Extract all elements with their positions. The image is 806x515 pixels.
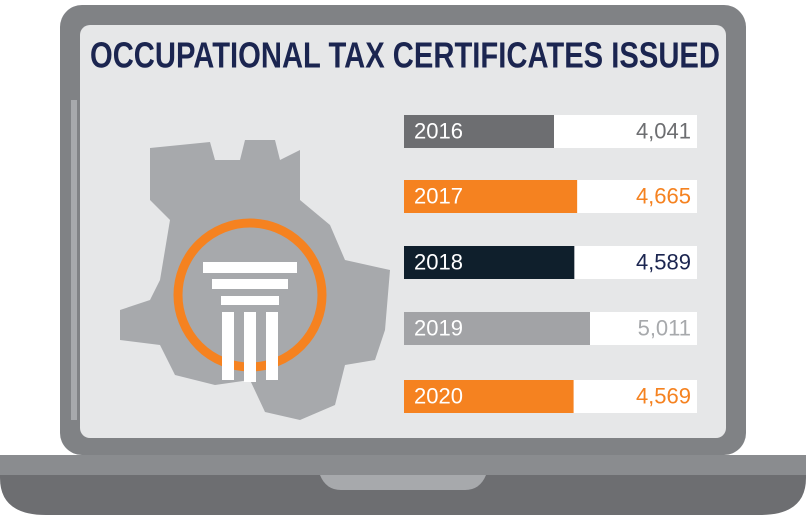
base-notch	[320, 475, 486, 490]
bar	[404, 115, 554, 148]
bar	[404, 180, 578, 213]
value-label: 4,589	[636, 249, 691, 274]
bar	[404, 312, 590, 345]
column-shaft	[244, 312, 256, 382]
county-map	[120, 140, 390, 420]
base-top	[0, 455, 806, 475]
category-label: 2019	[414, 315, 463, 340]
bar	[404, 246, 575, 279]
bar	[404, 380, 574, 413]
category-label: 2016	[414, 118, 463, 143]
value-label: 5,011	[638, 315, 691, 340]
value-label: 4,569	[636, 383, 691, 408]
value-label: 4,665	[636, 183, 691, 208]
category-label: 2017	[414, 183, 463, 208]
column-cap	[212, 279, 288, 289]
value-label: 4,041	[636, 118, 691, 143]
bars: 2016 4,041 2017 4,665 2018 4,589 2019 5,011 2020…	[404, 115, 697, 413]
column-shaft	[222, 312, 234, 380]
category-label: 2020	[414, 383, 463, 408]
column-cap	[203, 262, 297, 273]
chart-title: OCCUPATIONAL TAX CERTIFICATES ISSUED	[90, 35, 720, 76]
column-shaft	[266, 312, 278, 380]
category-label: 2018	[414, 249, 463, 274]
column-cap	[221, 296, 279, 305]
screen-edge	[71, 100, 77, 420]
